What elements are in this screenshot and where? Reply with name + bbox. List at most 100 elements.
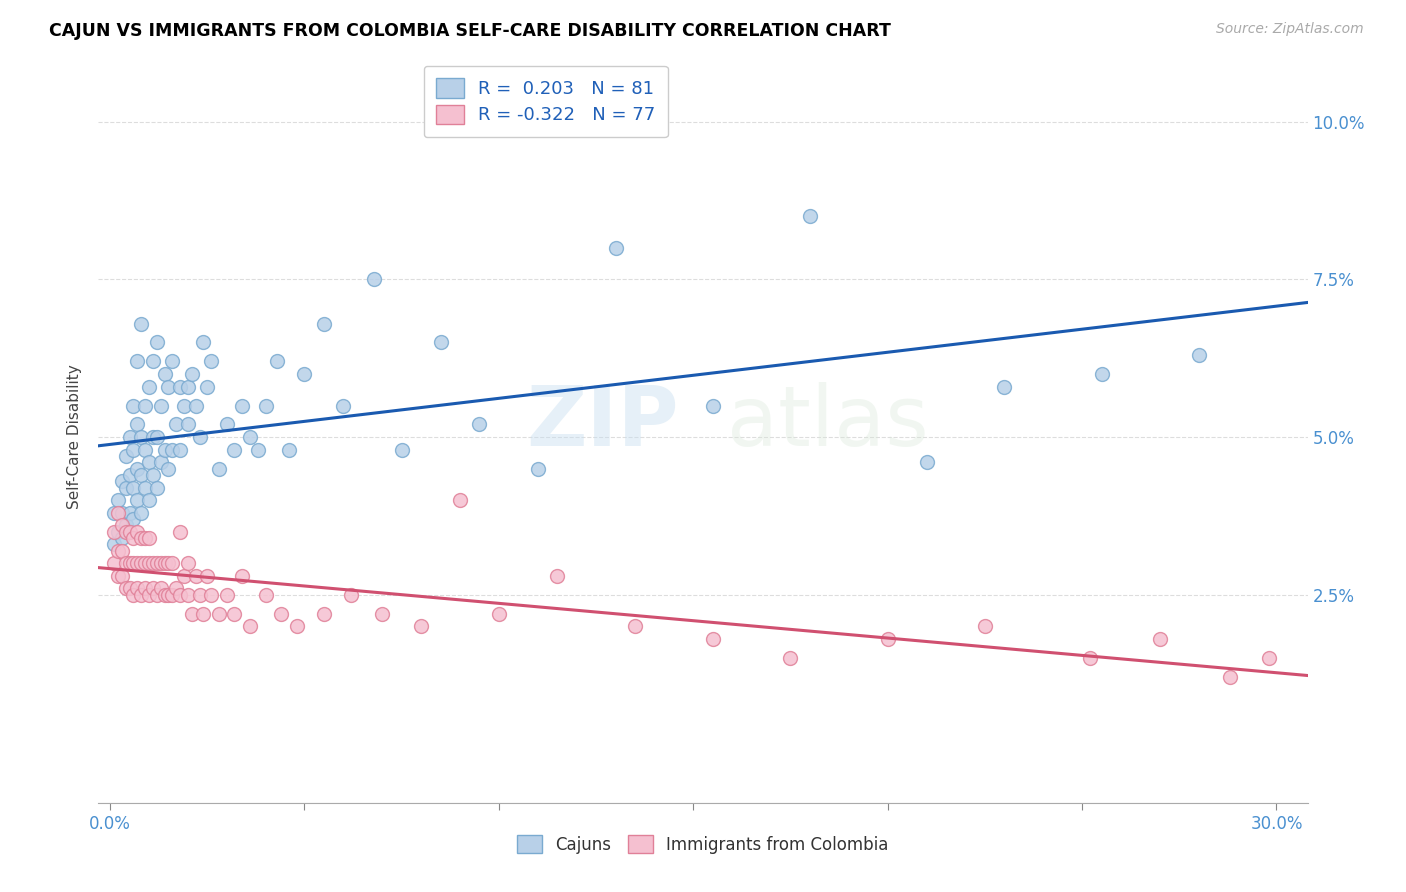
Point — [624, 619, 647, 633]
Point — [145, 335, 167, 350]
Point — [111, 506, 134, 520]
Point — [122, 442, 145, 457]
Point — [1149, 632, 1171, 646]
Point — [127, 582, 149, 596]
Point — [169, 524, 191, 539]
Text: atlas: atlas — [727, 382, 929, 463]
Point — [188, 588, 211, 602]
Point — [162, 354, 184, 368]
Point — [411, 619, 433, 633]
Point — [173, 569, 195, 583]
Point — [266, 354, 288, 368]
Point — [129, 467, 152, 482]
Point — [142, 556, 165, 570]
Point — [129, 430, 152, 444]
Point — [114, 481, 136, 495]
Point — [153, 556, 176, 570]
Point — [103, 537, 125, 551]
Point — [107, 493, 129, 508]
Point — [111, 474, 134, 488]
Point — [122, 588, 145, 602]
Point — [173, 399, 195, 413]
Point — [340, 588, 363, 602]
Point — [122, 531, 145, 545]
Point — [270, 607, 292, 621]
Point — [107, 569, 129, 583]
Point — [231, 569, 253, 583]
Point — [177, 417, 200, 432]
Point — [231, 399, 253, 413]
Point — [371, 607, 394, 621]
Point — [118, 467, 141, 482]
Point — [169, 442, 191, 457]
Point — [195, 569, 218, 583]
Point — [157, 588, 180, 602]
Point — [134, 531, 156, 545]
Point — [114, 524, 136, 539]
Point — [468, 417, 491, 432]
Point — [169, 588, 191, 602]
Point — [127, 493, 149, 508]
Point — [149, 556, 172, 570]
Point — [134, 582, 156, 596]
Point — [122, 481, 145, 495]
Point — [1188, 348, 1211, 362]
Point — [208, 461, 231, 475]
Point — [429, 335, 451, 350]
Point — [149, 582, 172, 596]
Point — [180, 607, 202, 621]
Point — [103, 524, 125, 539]
Point — [876, 632, 898, 646]
Point — [127, 417, 149, 432]
Point — [195, 379, 218, 393]
Text: CAJUN VS IMMIGRANTS FROM COLOMBIA SELF-CARE DISABILITY CORRELATION CHART: CAJUN VS IMMIGRANTS FROM COLOMBIA SELF-C… — [49, 22, 891, 40]
Point — [142, 467, 165, 482]
Point — [184, 399, 207, 413]
Point — [208, 607, 231, 621]
Point — [122, 399, 145, 413]
Point — [138, 379, 160, 393]
Point — [134, 481, 156, 495]
Point — [122, 556, 145, 570]
Point — [215, 588, 238, 602]
Point — [193, 335, 215, 350]
Point — [103, 506, 125, 520]
Point — [1090, 367, 1112, 381]
Text: Source: ZipAtlas.com: Source: ZipAtlas.com — [1216, 22, 1364, 37]
Point — [702, 632, 724, 646]
Point — [169, 379, 191, 393]
Point — [526, 461, 548, 475]
Point — [162, 588, 184, 602]
Point — [1078, 650, 1101, 665]
Point — [239, 430, 262, 444]
Point — [153, 442, 176, 457]
Point — [127, 556, 149, 570]
Point — [111, 531, 134, 545]
Point — [165, 582, 187, 596]
Point — [254, 588, 277, 602]
Point — [138, 556, 160, 570]
Point — [312, 317, 335, 331]
Point — [114, 556, 136, 570]
Point — [111, 518, 134, 533]
Point — [134, 556, 156, 570]
Point — [145, 481, 167, 495]
Point — [799, 210, 821, 224]
Point — [145, 588, 167, 602]
Point — [184, 569, 207, 583]
Point — [114, 449, 136, 463]
Point — [165, 417, 187, 432]
Point — [200, 588, 222, 602]
Point — [488, 607, 510, 621]
Point — [129, 556, 152, 570]
Point — [254, 399, 277, 413]
Point — [193, 607, 215, 621]
Point — [224, 442, 246, 457]
Point — [118, 430, 141, 444]
Point — [177, 379, 200, 393]
Point — [114, 582, 136, 596]
Point — [277, 442, 299, 457]
Point — [153, 367, 176, 381]
Point — [145, 430, 167, 444]
Point — [363, 272, 385, 286]
